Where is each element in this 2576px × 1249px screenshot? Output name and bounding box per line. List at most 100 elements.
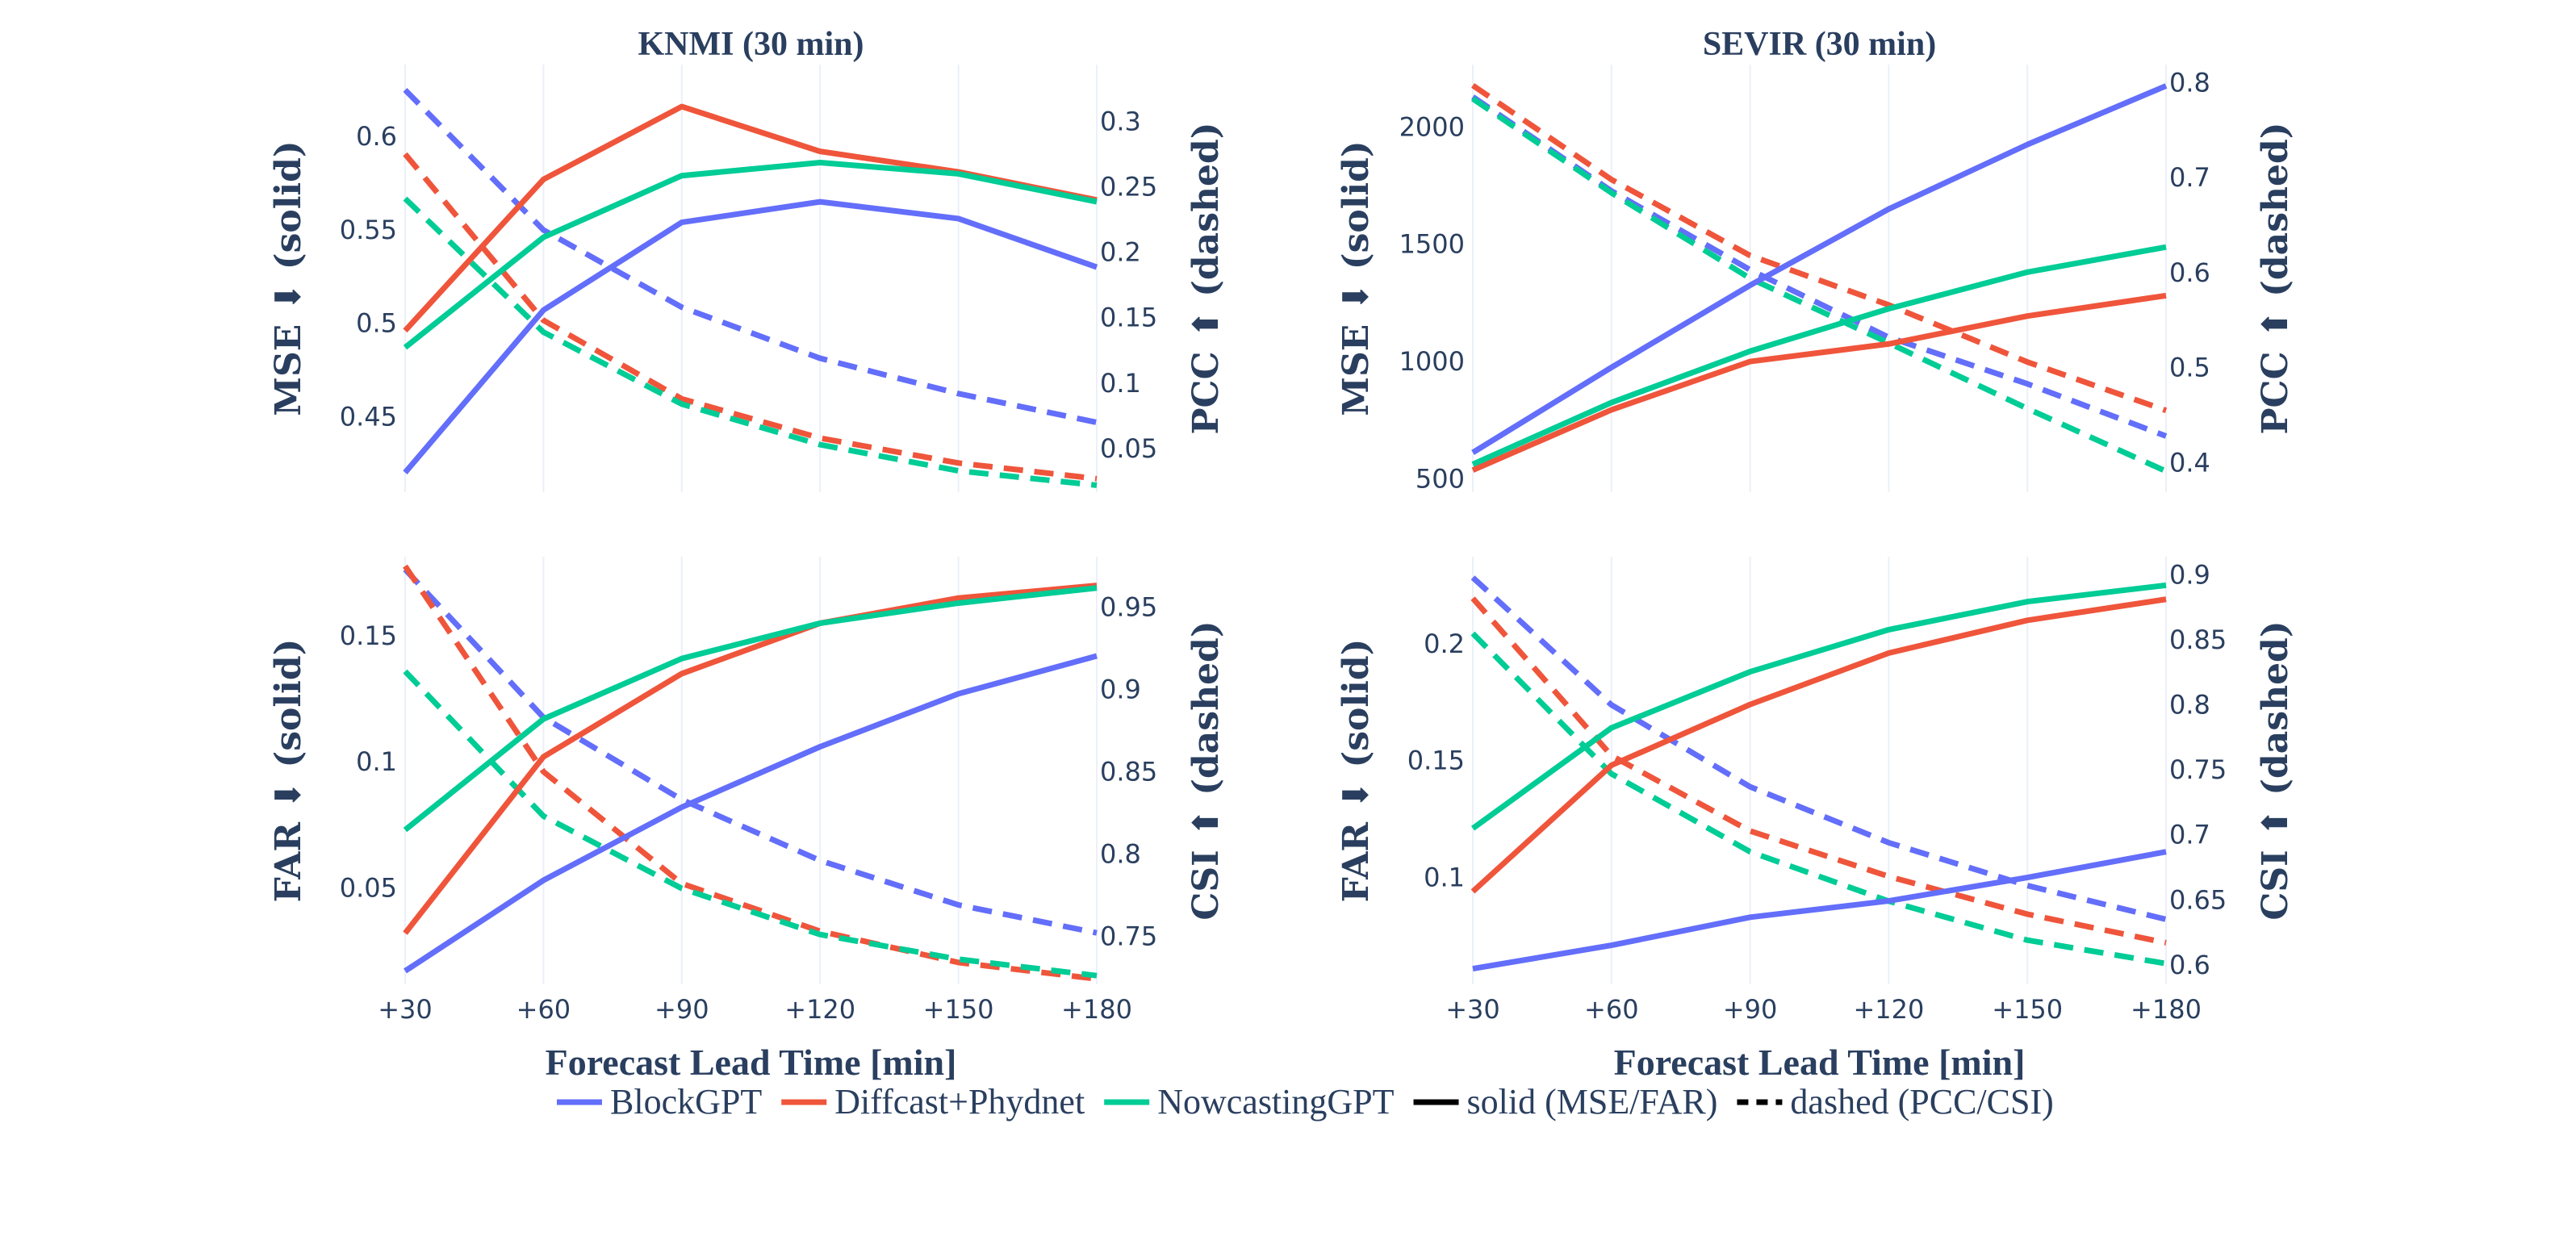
series-dashed-blockgpt — [403, 567, 1098, 936]
y-right-tick-label: 0.8 — [2169, 67, 2210, 98]
y-right-tick-label: 0.5 — [2169, 353, 2210, 383]
series-dashed-diffcast-phydnet — [403, 564, 1098, 982]
y-left-tick-label: 0.15 — [340, 620, 397, 651]
series-solid-nowcastinggpt — [1471, 244, 2167, 467]
x-tick-label: +150 — [1992, 994, 2063, 1025]
legend-label: Diffcast+Phydnet — [834, 1082, 1085, 1122]
series-dashed-nowcastinggpt — [403, 196, 1098, 488]
y-right-tick-label: 0.1 — [1100, 368, 1141, 399]
y-left-tick-label: 1000 — [1399, 346, 1465, 377]
y-right-tick-label: 0.4 — [2169, 447, 2210, 478]
y-right-tick-label: 0.7 — [2169, 820, 2210, 850]
y-left-axis-title: MSE ⬇ (solid) — [1336, 140, 1377, 416]
series-dashed-blockgpt — [403, 88, 1098, 425]
y-left-tick-label: 1500 — [1399, 229, 1465, 260]
y-right-axis-title: PCC ⬆ (dashed) — [1186, 122, 1227, 434]
x-tick-label: +90 — [1723, 994, 1778, 1025]
legend-item-solid-mse-far[interactable]: solid (MSE/FAR) — [1413, 1082, 1718, 1122]
panel-top-left: KNMI (30 min) 0.45 0.5 0.55 0.6 0.05 0.1 0.15 0.… — [268, 26, 1227, 492]
y-left-axis-title: FAR ⬇ (solid) — [268, 639, 309, 903]
panel-bottom-left: 0.05 0.1 0.15 0.75 0.8 0.85 0.9 0.95 FAR ⬇ (soli… — [268, 557, 1227, 1083]
x-tick-label: +30 — [378, 994, 433, 1025]
y-right-axis-title: CSI ⬆ (dashed) — [1186, 620, 1227, 920]
y-right-tick-label: 0.8 — [1100, 838, 1141, 869]
y-left-axis-title: MSE ⬇ (solid) — [268, 140, 309, 416]
series-solid-nowcastinggpt — [403, 160, 1098, 350]
x-tick-label: +60 — [516, 994, 571, 1025]
y-right-tick-label: 0.9 — [1100, 675, 1141, 705]
series-solid-diffcast-phydnet — [1471, 292, 2167, 473]
y-right-tick-label: 0.7 — [2169, 162, 2210, 193]
y-right-tick-label: 0.05 — [1100, 433, 1157, 464]
y-left-tick-label: 0.6 — [356, 121, 397, 152]
legend-label: NowcastingGPT — [1157, 1082, 1394, 1122]
series-solid-diffcast-phydnet — [403, 583, 1098, 935]
legend-item-nowcastinggpt[interactable]: NowcastingGPT — [1104, 1082, 1395, 1122]
panel-title: KNMI (30 min) — [638, 26, 864, 63]
series-dashed-nowcastinggpt — [403, 669, 1098, 979]
y-left-axis-title: FAR ⬇ (solid) — [1336, 639, 1377, 903]
y-right-tick-label: 0.15 — [1100, 303, 1157, 333]
x-tick-label: +180 — [2131, 994, 2202, 1025]
y-left-tick-label: 0.1 — [356, 746, 397, 777]
series-solid-blockgpt — [403, 198, 1098, 474]
legend-item-dashed-pcc-csi[interactable]: dashed (PCC/CSI) — [1737, 1082, 2054, 1122]
y-right-tick-label: 0.85 — [2169, 624, 2227, 655]
y-right-tick-label: 0.2 — [1100, 237, 1141, 268]
y-right-tick-label: 0.95 — [1100, 592, 1157, 623]
y-right-tick-label: 0.9 — [2169, 560, 2210, 591]
y-left-tick-label: 0.1 — [1424, 863, 1465, 893]
panel-title: SEVIR (30 min) — [1703, 26, 1936, 63]
y-right-axis-title: CSI ⬆ (dashed) — [2255, 620, 2296, 920]
y-right-tick-label: 0.6 — [2169, 257, 2210, 288]
series-dashed-diffcast-phydnet — [1471, 83, 2168, 414]
y-left-tick-label: 0.45 — [340, 401, 397, 432]
series-solid-diffcast-phydnet — [1470, 596, 2167, 894]
y-right-tick-label: 0.75 — [1100, 921, 1157, 951]
x-tick-label: +150 — [923, 994, 994, 1025]
y-right-tick-label: 0.85 — [1100, 756, 1157, 787]
series-dashed-diffcast-phydnet — [403, 152, 1098, 482]
x-axis-title: Forecast Lead Time [min] — [1614, 1042, 2026, 1083]
y-left-tick-label: 0.55 — [340, 215, 397, 245]
y-right-tick-label: 0.8 — [2169, 690, 2210, 721]
legend-label: dashed (PCC/CSI) — [1790, 1082, 2053, 1122]
y-left-tick-label: 2000 — [1399, 111, 1465, 142]
y-right-tick-label: 0.75 — [2169, 754, 2227, 785]
legend: BlockGPT Diffcast+Phydnet NowcastingGPT sol… — [557, 1082, 2054, 1122]
legend-label: solid (MSE/FAR) — [1467, 1082, 1718, 1122]
y-left-tick-label: 500 — [1416, 463, 1465, 494]
y-right-tick-label: 0.3 — [1100, 106, 1141, 136]
panel-bottom-right: 0.1 0.15 0.2 0.6 0.65 0.7 0.75 0.8 0.85 0.9 FAR ⬇ … — [1336, 557, 2296, 1083]
series-solid-nowcastinggpt — [403, 585, 1098, 833]
x-axis-title: Forecast Lead Time [min] — [546, 1042, 957, 1083]
y-left-tick-label: 0.05 — [340, 872, 397, 903]
y-right-tick-label: 0.6 — [2169, 950, 2210, 980]
series-dashed-diffcast-phydnet — [1470, 596, 2167, 946]
series-solid-blockgpt — [1472, 849, 2167, 972]
y-right-tick-label: 0.65 — [2169, 884, 2227, 915]
y-left-tick-label: 0.2 — [1424, 629, 1465, 659]
series-dashed-nowcastinggpt — [1470, 631, 2167, 967]
x-tick-label: +180 — [1061, 994, 1132, 1025]
x-tick-label: +120 — [1853, 994, 1924, 1025]
series-dashed-nowcastinggpt — [1471, 96, 2168, 474]
series-solid-blockgpt — [404, 653, 1098, 974]
x-tick-label: +60 — [1584, 994, 1639, 1025]
series-solid-nowcastinggpt — [1470, 582, 2167, 831]
series-solid-blockgpt — [1471, 83, 2168, 455]
x-tick-label: +30 — [1445, 994, 1500, 1025]
legend-label: BlockGPT — [610, 1082, 762, 1122]
x-tick-label: +120 — [784, 994, 855, 1025]
series-dashed-blockgpt — [1470, 575, 2167, 922]
y-right-tick-label: 0.25 — [1100, 172, 1157, 203]
series-solid-diffcast-phydnet — [403, 103, 1098, 333]
y-left-tick-label: 0.5 — [356, 308, 397, 339]
x-tick-label: +90 — [654, 994, 709, 1025]
y-left-tick-label: 0.15 — [1407, 746, 1465, 776]
panel-top-right: SEVIR (30 min) 500 1000 1500 2000 0.4 0.5 0.6 0.… — [1336, 26, 2296, 494]
legend-item-diffcast-phydnet[interactable]: Diffcast+Phydnet — [781, 1082, 1085, 1122]
y-right-axis-title: PCC ⬆ (dashed) — [2255, 122, 2296, 434]
legend-item-blockgpt[interactable]: BlockGPT — [557, 1082, 762, 1122]
